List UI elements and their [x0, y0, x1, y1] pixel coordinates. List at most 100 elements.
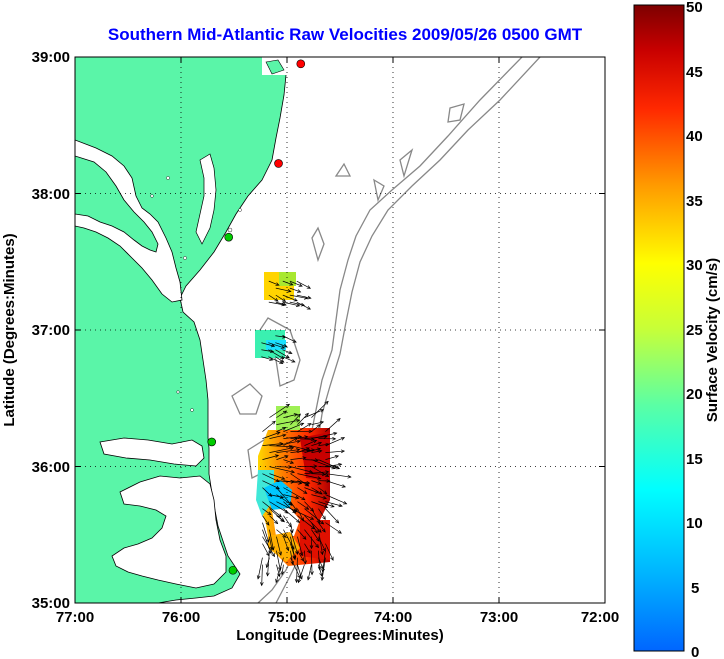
velocity-arrow-head [298, 283, 303, 287]
velocity-arrow-head [270, 343, 276, 348]
velocity-arrow [275, 356, 284, 363]
grid-lines [75, 57, 605, 603]
velocity-arrow-head [307, 295, 312, 300]
velocity-arrow [311, 424, 321, 432]
velocity-arrow [269, 434, 286, 439]
velocity-arrow [275, 335, 286, 338]
velocity-arrow-head [300, 422, 305, 427]
velocity-arrow-head [318, 490, 323, 495]
velocity-arrow-head [288, 444, 293, 449]
velocity-arrow-head [330, 556, 334, 561]
velocity-arrow [325, 418, 341, 432]
x-tick-label: 76:00 [162, 609, 200, 626]
velocity-arrow-head [305, 447, 310, 451]
velocity-arrow-head [319, 420, 325, 425]
velocity-arrow-head [265, 538, 270, 543]
velocity-arrow [311, 494, 327, 499]
velocity-arrow-head [330, 504, 335, 508]
velocity-arrow [276, 494, 292, 506]
velocity-arrow-head [321, 472, 327, 477]
velocity-arrow-head [282, 427, 287, 431]
velocity-arrow-head [282, 433, 287, 438]
velocity-arrow [283, 459, 294, 464]
velocity-arrow-head [325, 470, 330, 474]
velocity-arrow [275, 301, 287, 306]
velocity-arrow-head [290, 560, 295, 566]
velocity-arrow-head [288, 501, 293, 506]
chesapeake-bay [75, 139, 183, 303]
velocity-arrow-head [303, 490, 308, 494]
velocity-arrow-head [259, 582, 264, 587]
velocity-arrow [262, 455, 279, 460]
velocity-arrow-head [269, 357, 274, 361]
velocity-arrow-head [293, 297, 298, 302]
tick-marks [75, 57, 605, 603]
velocity-arrow [268, 356, 283, 364]
velocity-arrow [311, 473, 326, 475]
velocity-arrow [283, 422, 304, 432]
velocity-arrow-head [296, 519, 301, 523]
velocity-arrow-head [274, 297, 279, 302]
velocity-arrow-head [318, 449, 323, 454]
station-markers [207, 59, 306, 575]
velocity-arrow-head [267, 511, 272, 516]
velocity-arrow [276, 536, 282, 556]
velocity-arrow [325, 508, 339, 524]
velocity-arrow-head [289, 446, 295, 451]
velocity-arrow [266, 557, 270, 568]
velocity-arrow-head [340, 437, 346, 441]
velocity-arrow-head [280, 345, 286, 349]
y-tick-label: 36:00 [32, 459, 70, 476]
velocity-arrow-head [343, 500, 348, 505]
velocity-arrow [282, 280, 293, 286]
x-tick-label: 73:00 [480, 609, 518, 626]
velocity-arrow [325, 480, 346, 488]
velocity-arrow-head [269, 546, 274, 551]
velocity-arrow [311, 450, 322, 453]
velocity-arrow [325, 463, 342, 467]
velocity-arrow [262, 473, 280, 482]
velocity-arrow-head [332, 436, 337, 441]
velocity-arrow-head [268, 492, 273, 497]
velocity-arrow [325, 543, 334, 561]
velocity-arrow-head [306, 306, 312, 310]
velocity-arrow-head [284, 455, 289, 459]
velocity-arrow-head [275, 282, 280, 286]
colorbar-tick-label: 50 [686, 0, 703, 16]
colorbar-tick-label: 20 [686, 386, 703, 403]
x-axis-label: Longitude (Degrees:Minutes) [236, 627, 444, 644]
velocity-arrow [262, 508, 272, 516]
velocity-arrow-head [294, 578, 299, 584]
velocity-arrow [318, 508, 326, 520]
velocity-arrow [261, 564, 263, 586]
velocity-arrow-head [340, 449, 346, 454]
velocity-arrow-head [265, 521, 270, 526]
velocity-arrow [290, 501, 298, 512]
velocity-arrow-head [296, 413, 301, 418]
velocity-arrow [276, 455, 288, 460]
velocity-arrow-head [293, 413, 299, 417]
velocity-arrow [325, 522, 342, 534]
velocity-arrow [297, 480, 309, 485]
velocity-arrow-head [281, 298, 287, 302]
velocity-arrow [269, 536, 273, 550]
velocity-arrow [325, 473, 351, 478]
velocity-arrow [290, 543, 296, 559]
velocity-arrow-head [278, 551, 282, 556]
velocity-arrow [325, 494, 347, 505]
station-marker [228, 565, 238, 575]
velocity-arrow-head [297, 578, 302, 584]
velocity-arrow [283, 436, 302, 439]
velocity-arrow [283, 480, 302, 484]
velocity-arrow-head [304, 481, 309, 486]
velocity-arrow-head [289, 460, 295, 464]
velocity-arrow-head [320, 576, 325, 581]
velocity-arrow [276, 466, 292, 468]
colorbar-tick-label: 40 [686, 128, 703, 145]
velocity-arrow [311, 501, 328, 508]
velocity-arrow-head [317, 476, 322, 480]
velocity-arrow [297, 447, 310, 453]
velocity-arrow [276, 515, 285, 523]
velocity-arrow-head [310, 507, 315, 512]
